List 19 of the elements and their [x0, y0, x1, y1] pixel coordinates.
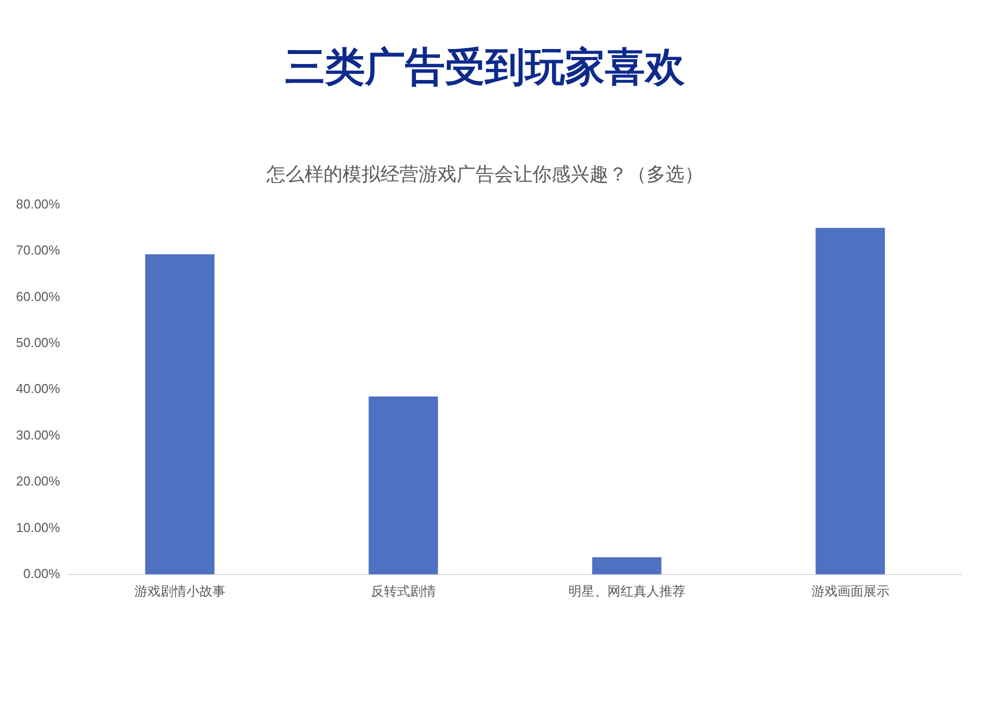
y-tick-label: 60.00%	[16, 288, 61, 304]
bar	[145, 254, 214, 574]
bar	[368, 396, 438, 574]
chart-title: 三类广告受到玩家喜欢	[285, 44, 686, 90]
y-tick-label: 10.00%	[16, 520, 61, 535]
y-tick-label: 50.00%	[16, 334, 61, 350]
y-tick-label: 40.00%	[16, 381, 61, 396]
bar	[816, 228, 885, 574]
x-tick-label: 游戏剧情小故事	[134, 584, 226, 600]
bar	[592, 557, 662, 574]
x-tick-label: 明星、网红真人推荐	[568, 584, 686, 600]
chart-subtitle: 怎么样的模拟经营游戏广告会让你感兴趣？（多选）	[266, 163, 704, 186]
x-tick-label: 反转式剧情	[370, 584, 436, 600]
x-tick-label: 游戏画面展示	[811, 584, 890, 600]
y-tick-label: 20.00%	[16, 474, 61, 489]
y-tick-label: 70.00%	[16, 242, 61, 258]
y-tick-label: 30.00%	[16, 427, 61, 442]
y-tick-label: 0.00%	[23, 566, 61, 581]
y-tick-label: 80.00%	[16, 196, 61, 212]
